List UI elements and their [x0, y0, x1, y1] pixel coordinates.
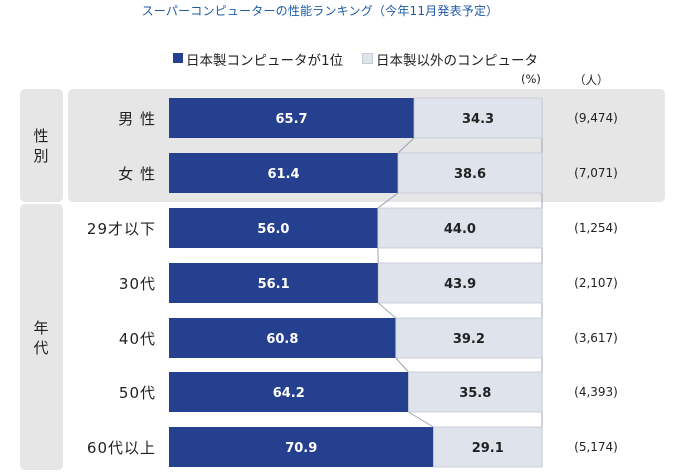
bar-japan	[169, 318, 396, 358]
data-label-japan: 61.4	[267, 167, 299, 182]
bar-other	[377, 207, 543, 249]
bar-other	[433, 426, 543, 468]
bar-other	[397, 152, 543, 194]
legend-swatch-other	[362, 53, 373, 64]
category-label: 男 性	[118, 110, 156, 128]
data-label-other: 44.0	[444, 222, 476, 237]
data-label-japan: 65.7	[275, 112, 307, 127]
connector-line	[408, 411, 434, 428]
legend-label-japan: 日本製コンピュータが1位	[186, 53, 344, 69]
legend: 日本製コンピュータが1位 日本製以外のコンピュータ	[0, 49, 690, 69]
data-label-other: 39.2	[453, 332, 485, 347]
data-label-japan: 64.2	[273, 386, 305, 401]
percent-unit: (%)	[521, 72, 541, 86]
chart-title: スーパーコンピューターの性能ランキング（今年11月発表予定）	[141, 4, 499, 18]
data-label-other: 34.3	[462, 112, 494, 127]
bar-japan	[169, 372, 409, 412]
data-label-other: 38.6	[454, 167, 486, 182]
data-label-other: 43.9	[444, 277, 476, 292]
respondent-count: (4,393)	[574, 385, 618, 399]
bar-japan	[169, 208, 378, 248]
bar-japan	[169, 427, 434, 467]
respondent-count: (9,474)	[574, 111, 618, 125]
category-label: 60代以上	[86, 439, 156, 457]
data-label-other: 29.1	[472, 441, 504, 456]
respondent-count: (2,107)	[574, 276, 618, 290]
data-label-japan: 56.0	[257, 222, 289, 237]
connector-line	[377, 302, 397, 319]
respondent-count: (1,254)	[574, 221, 618, 235]
gender-group-label-bg	[20, 89, 63, 202]
category-label: 50代	[118, 384, 156, 402]
category-label: 30代	[118, 275, 156, 293]
connector-line	[395, 357, 409, 373]
data-label-japan: 60.8	[266, 332, 298, 347]
connector-line	[397, 137, 415, 154]
group-label-gender: 性別	[33, 127, 49, 165]
data-label-japan: 56.1	[258, 277, 290, 292]
legend-label-other: 日本製以外のコンピュータ	[376, 53, 538, 69]
bar-other	[413, 97, 543, 139]
respondent-count: (3,617)	[574, 331, 618, 345]
respondent-count: (5,174)	[574, 440, 618, 454]
connector-line	[377, 192, 399, 209]
legend-swatch-japan	[173, 53, 183, 63]
bar-other	[377, 262, 543, 304]
category-label: 29才以下	[86, 220, 156, 238]
category-label: 女 性	[118, 165, 156, 183]
bar-other	[395, 317, 543, 359]
people-unit: （人）	[574, 73, 609, 87]
bar-other	[408, 371, 543, 413]
age-group-label-bg	[20, 204, 63, 470]
data-label-japan: 70.9	[285, 441, 317, 456]
bar-japan	[169, 153, 399, 193]
bar-japan	[169, 98, 415, 138]
bar-japan	[169, 263, 379, 303]
respondent-count: (7,071)	[574, 166, 618, 180]
category-label: 40代	[118, 330, 156, 348]
data-label-other: 35.8	[459, 386, 491, 401]
group-label-age: 年代	[33, 319, 49, 357]
